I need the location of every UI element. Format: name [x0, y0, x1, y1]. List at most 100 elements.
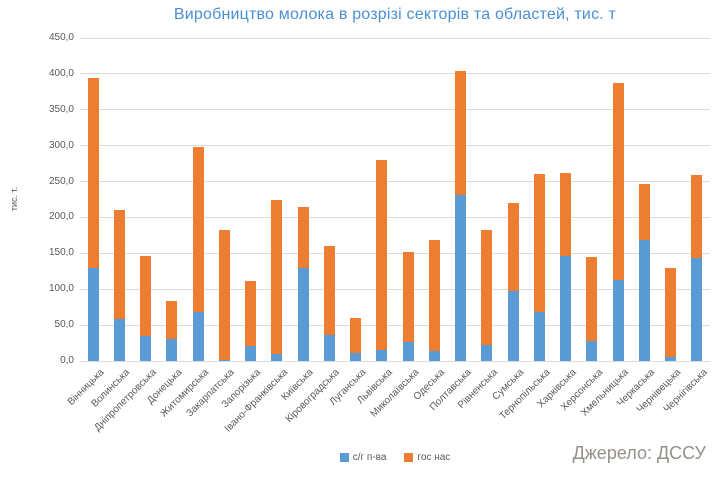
bar-segment-enterprises — [87, 267, 99, 361]
bar-segment-households — [638, 184, 650, 240]
bar-segment-households — [560, 172, 572, 256]
bar-Закарпатська — [218, 230, 230, 361]
bar-segment-enterprises — [245, 345, 257, 361]
bar-segment-enterprises — [586, 340, 598, 361]
bar-segment-households — [271, 200, 283, 354]
y-tick-label: 50,0 — [54, 319, 74, 331]
gridline — [80, 288, 710, 290]
bar-segment-households — [533, 174, 545, 313]
bar-Львівська — [376, 160, 388, 361]
bar-segment-households — [350, 317, 362, 354]
bar-segment-households — [192, 147, 204, 313]
bar-Харківська — [560, 172, 572, 361]
gridline — [80, 216, 710, 218]
bar-segment-enterprises — [481, 344, 493, 361]
bar-segment-enterprises — [376, 350, 388, 361]
legend-swatch-enterprises — [339, 453, 349, 462]
bar-Дніпропетровська — [140, 256, 152, 361]
gridline — [80, 109, 710, 111]
y-axis-labels: 0,0 50,0 100,0 150,0 200,0 250,0 300,0 350,0 400… — [0, 32, 74, 366]
bar-segment-enterprises — [507, 291, 519, 361]
y-tick-label: 200,0 — [48, 211, 74, 223]
bar-Миколаївська — [402, 251, 414, 361]
bar-segment-enterprises — [192, 312, 204, 361]
bar-Полтавська — [455, 71, 467, 361]
y-tick-label: 350,0 — [48, 103, 74, 115]
bar-segment-enterprises — [533, 312, 545, 361]
gridline — [80, 181, 710, 183]
bar-segment-households — [166, 300, 178, 339]
bar-segment-enterprises — [113, 319, 125, 361]
bar-segment-households — [402, 251, 414, 343]
bar-segment-enterprises — [455, 195, 467, 361]
bar-Хмельницька — [612, 82, 624, 361]
x-axis-labels: Вінницька Волинська Дніпропетровська Донець… — [65, 365, 710, 450]
legend-swatch-households — [404, 453, 414, 462]
legend-item-enterprises: с/г п-ва — [339, 452, 387, 463]
bar-segment-enterprises — [350, 353, 362, 361]
y-tick-label: 450,0 — [48, 32, 74, 43]
bar-Кіровоградська — [323, 246, 335, 361]
bar-Тернопільська — [533, 174, 545, 361]
legend-item-households: гос нас — [404, 452, 450, 463]
bar-segment-enterprises — [402, 342, 414, 361]
bar-segment-enterprises — [638, 239, 650, 361]
plot-area — [80, 37, 710, 362]
bar-segment-enterprises — [560, 255, 572, 361]
bar-Одеська — [428, 240, 440, 361]
bar-segment-households — [323, 246, 335, 336]
y-tick-label: 400,0 — [48, 67, 74, 79]
gridline — [80, 360, 710, 362]
bar-Київська — [297, 207, 309, 361]
bar-segment-households — [428, 240, 440, 351]
source-caption: Джерело: ДССУ — [572, 443, 706, 463]
gridline — [80, 73, 710, 75]
y-tick-label: 150,0 — [48, 247, 74, 259]
bar-Сумська — [507, 203, 519, 361]
bar-segment-households — [481, 230, 493, 345]
gridline — [80, 324, 710, 326]
chart-title: Виробництво молока в розрізі секторів та… — [173, 6, 617, 23]
bar-segment-households — [455, 71, 467, 196]
bar-Рівненська — [481, 230, 493, 361]
bar-segment-enterprises — [297, 267, 309, 361]
bar-segment-households — [586, 256, 598, 341]
bar-segment-enterprises — [691, 257, 703, 361]
bar-Чернігівська — [691, 175, 703, 361]
gridline — [80, 145, 710, 147]
bar-segment-households — [113, 210, 125, 320]
bar-segment-enterprises — [218, 360, 230, 361]
bar-segment-households — [87, 78, 99, 268]
gridline — [80, 37, 710, 39]
bar-segment-enterprises — [271, 353, 283, 361]
y-tick-label: 100,0 — [48, 283, 74, 295]
bar-Луганська — [350, 317, 362, 361]
bar-segment-households — [665, 267, 677, 358]
bar-Донецька — [166, 300, 178, 361]
bar-Волинська — [113, 210, 125, 361]
bar-Житомирська — [192, 147, 204, 361]
bar-Запорізька — [245, 280, 257, 361]
legend-label-enterprises: с/г п-ва — [352, 452, 387, 463]
y-tick-label: 0,0 — [60, 355, 74, 366]
bar-segment-enterprises — [428, 350, 440, 361]
bar-segment-households — [612, 82, 624, 280]
bar-segment-enterprises — [665, 357, 677, 361]
bar-segment-households — [140, 256, 152, 336]
bar-segment-households — [297, 207, 309, 268]
y-tick-label: 250,0 — [48, 175, 74, 187]
bar-segment-enterprises — [612, 279, 624, 361]
bar-segment-enterprises — [166, 338, 178, 361]
legend: с/г п-ва гос нас — [80, 452, 710, 463]
legend-label-households: гос нас — [417, 452, 451, 463]
bar-segment-households — [691, 175, 703, 258]
bar-Черкаська — [638, 184, 650, 361]
bar-Івано-Франківська — [271, 200, 283, 361]
bar-segment-households — [507, 203, 519, 292]
bar-segment-households — [218, 230, 230, 361]
bar-Херсонська — [586, 256, 598, 361]
y-tick-label: 300,0 — [48, 139, 74, 151]
bar-segment-households — [245, 280, 257, 346]
bar-Чернівецька — [665, 267, 677, 361]
